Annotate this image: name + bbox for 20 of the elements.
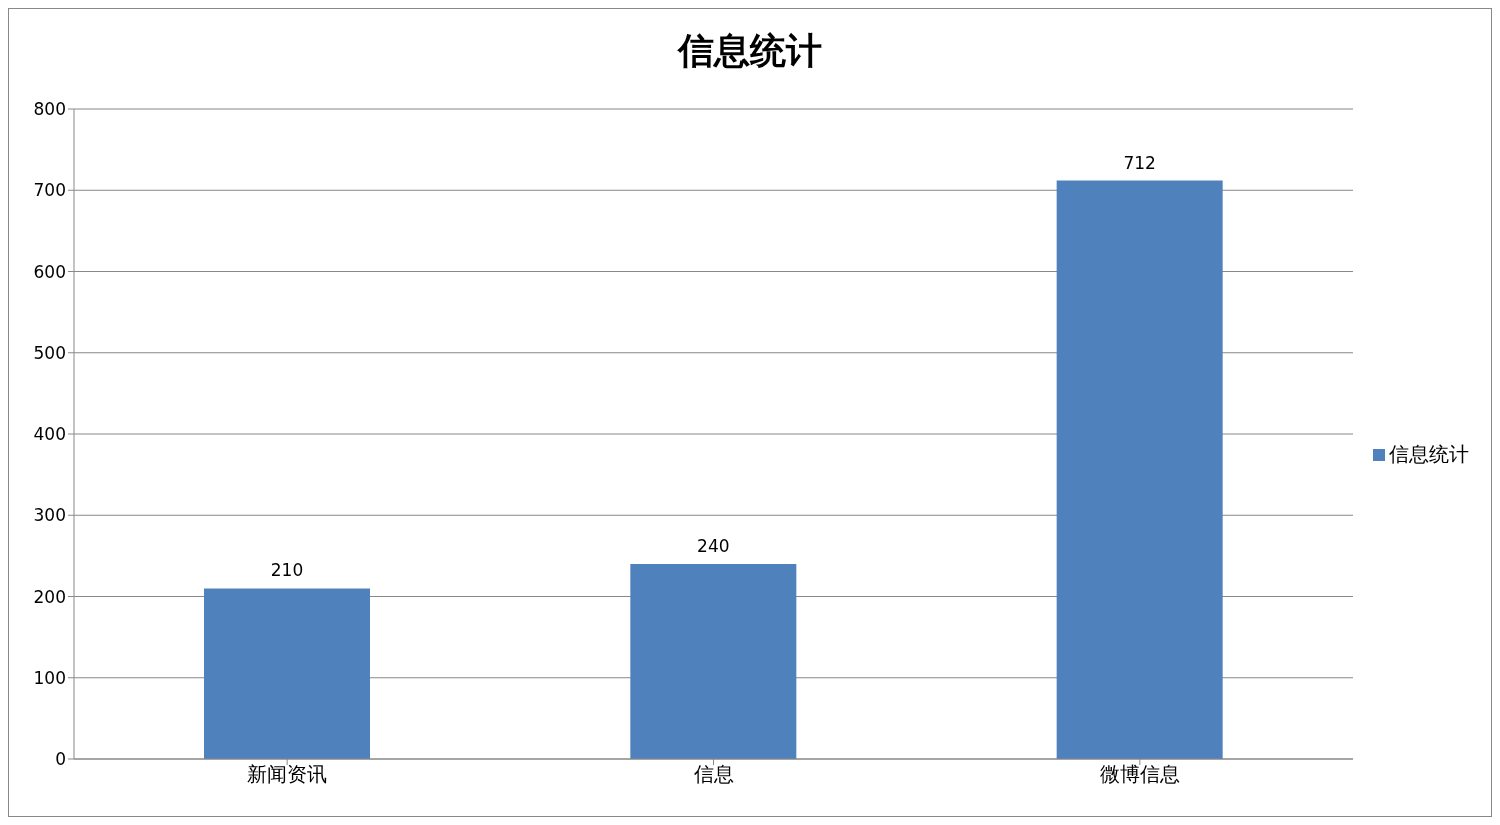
- y-tick-label: 0: [55, 749, 66, 770]
- y-tick-label: 400: [33, 424, 66, 445]
- y-tick-label: 100: [33, 667, 66, 688]
- data-label: 210: [270, 560, 304, 581]
- legend-label: 信息统计: [1389, 441, 1469, 466]
- chart-title: 信息统计: [676, 29, 823, 73]
- y-tick-label: 700: [33, 180, 66, 201]
- x-tick-label: 信息: [693, 762, 734, 787]
- y-tick-label: 600: [33, 261, 66, 282]
- x-tick-label: 微博信息: [1099, 762, 1180, 787]
- y-tick-label: 200: [33, 586, 66, 607]
- x-tick-label: 新闻资讯: [247, 762, 328, 787]
- y-tick-label: 800: [33, 99, 66, 120]
- bar: [204, 588, 370, 759]
- bar: [1056, 180, 1223, 759]
- y-tick-label: 300: [33, 505, 66, 526]
- bar: [630, 564, 797, 759]
- data-label: 240: [697, 536, 730, 556]
- data-label: 712: [1123, 152, 1156, 173]
- y-tick-label: 500: [33, 342, 66, 363]
